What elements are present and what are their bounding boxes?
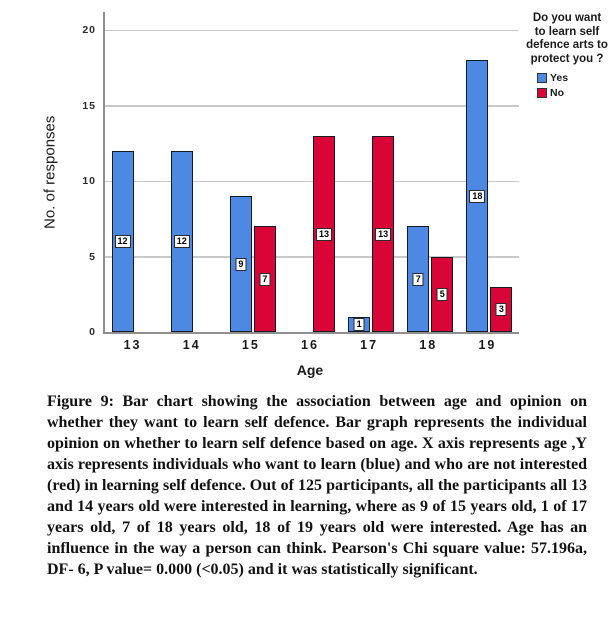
bar-value-label: 7: [259, 273, 271, 287]
figure-caption: Figure 9: Bar chart showing the associat…: [47, 393, 587, 578]
bar-slot: [195, 12, 217, 332]
x-tick-label: 16: [301, 338, 319, 352]
gridline: [105, 180, 519, 183]
bar-slot: 13: [372, 12, 395, 332]
legend-items: Yes No: [526, 70, 608, 100]
gridline: [105, 256, 519, 258]
bar-group: 18 3: [460, 12, 519, 332]
bar-slot: 1: [348, 12, 371, 332]
bar-value-label: 3: [495, 303, 507, 317]
bar-value-label: 9: [235, 258, 247, 272]
gridline: [105, 29, 519, 32]
bar-value-label: 5: [436, 288, 448, 302]
bar-slot: 7: [253, 12, 276, 332]
bar-slot: 5: [431, 12, 454, 332]
bar-slot: 18: [466, 12, 489, 332]
x-tick-label: 17: [360, 338, 379, 352]
x-axis-title: Age: [296, 362, 324, 378]
bar-group: 12: [164, 12, 223, 332]
legend-item-yes: Yes: [537, 70, 608, 85]
bar-slot: [136, 12, 158, 332]
bar-groups: 12 12 9 7 13 1 13 7 5 18 3: [105, 12, 519, 332]
x-axis-tick-labels: 13 14 15 16 17 18 19: [103, 338, 517, 352]
bar-slot: 12: [111, 12, 134, 332]
legend: Do you want to learn self defence arts t…: [526, 12, 608, 100]
bar-group: 12: [105, 12, 164, 332]
bar-value-label: 7: [412, 273, 424, 287]
legend-swatch-yes: [537, 72, 547, 83]
bar-value-label: 18: [469, 190, 486, 204]
x-tick-label: 15: [241, 338, 260, 352]
legend-title: Do you want to learn self defence arts t…: [526, 12, 608, 65]
bar-value-label: 13: [375, 227, 392, 241]
bar-group: 13: [282, 12, 341, 332]
bar-slot: 9: [229, 12, 252, 332]
bar-slot: 7: [407, 12, 430, 332]
bar-slot: 13: [312, 12, 335, 332]
legend-item-label: No: [550, 86, 564, 99]
bar-slot: 12: [170, 12, 193, 332]
legend-swatch-no: [537, 87, 547, 98]
y-tick-label: 5: [89, 250, 96, 263]
x-tick-label: 19: [478, 338, 497, 352]
bar-value-label: 13: [315, 227, 332, 241]
gridline: [105, 105, 519, 107]
y-tick-label: 0: [89, 326, 96, 338]
bar-slot: 3: [490, 12, 513, 332]
bar-value-label: 12: [173, 235, 190, 249]
legend-item-label: Yes: [550, 71, 569, 84]
bar-group: 1 13: [342, 12, 401, 332]
bar-chart: No. of responses 0 5 10 15 20 12 12 9 7 13 1 13 7 5 1…: [0, 12, 608, 378]
bar-slot: [289, 12, 311, 332]
x-tick-label: 13: [123, 338, 142, 352]
x-tick-label: 18: [419, 338, 438, 352]
y-tick-label: 20: [82, 24, 96, 37]
x-tick-label: 14: [182, 338, 201, 352]
y-axis-tick-labels: 0 5 10 15 20: [0, 12, 96, 338]
y-tick-label: 10: [82, 175, 96, 188]
legend-item-no: No: [537, 85, 608, 100]
y-tick-label: 15: [82, 99, 96, 112]
plot-area: 12 12 9 7 13 1 13 7 5 18 3: [103, 12, 519, 334]
bar-value-label: 1: [353, 318, 365, 332]
bar-value-label: 12: [114, 235, 131, 249]
